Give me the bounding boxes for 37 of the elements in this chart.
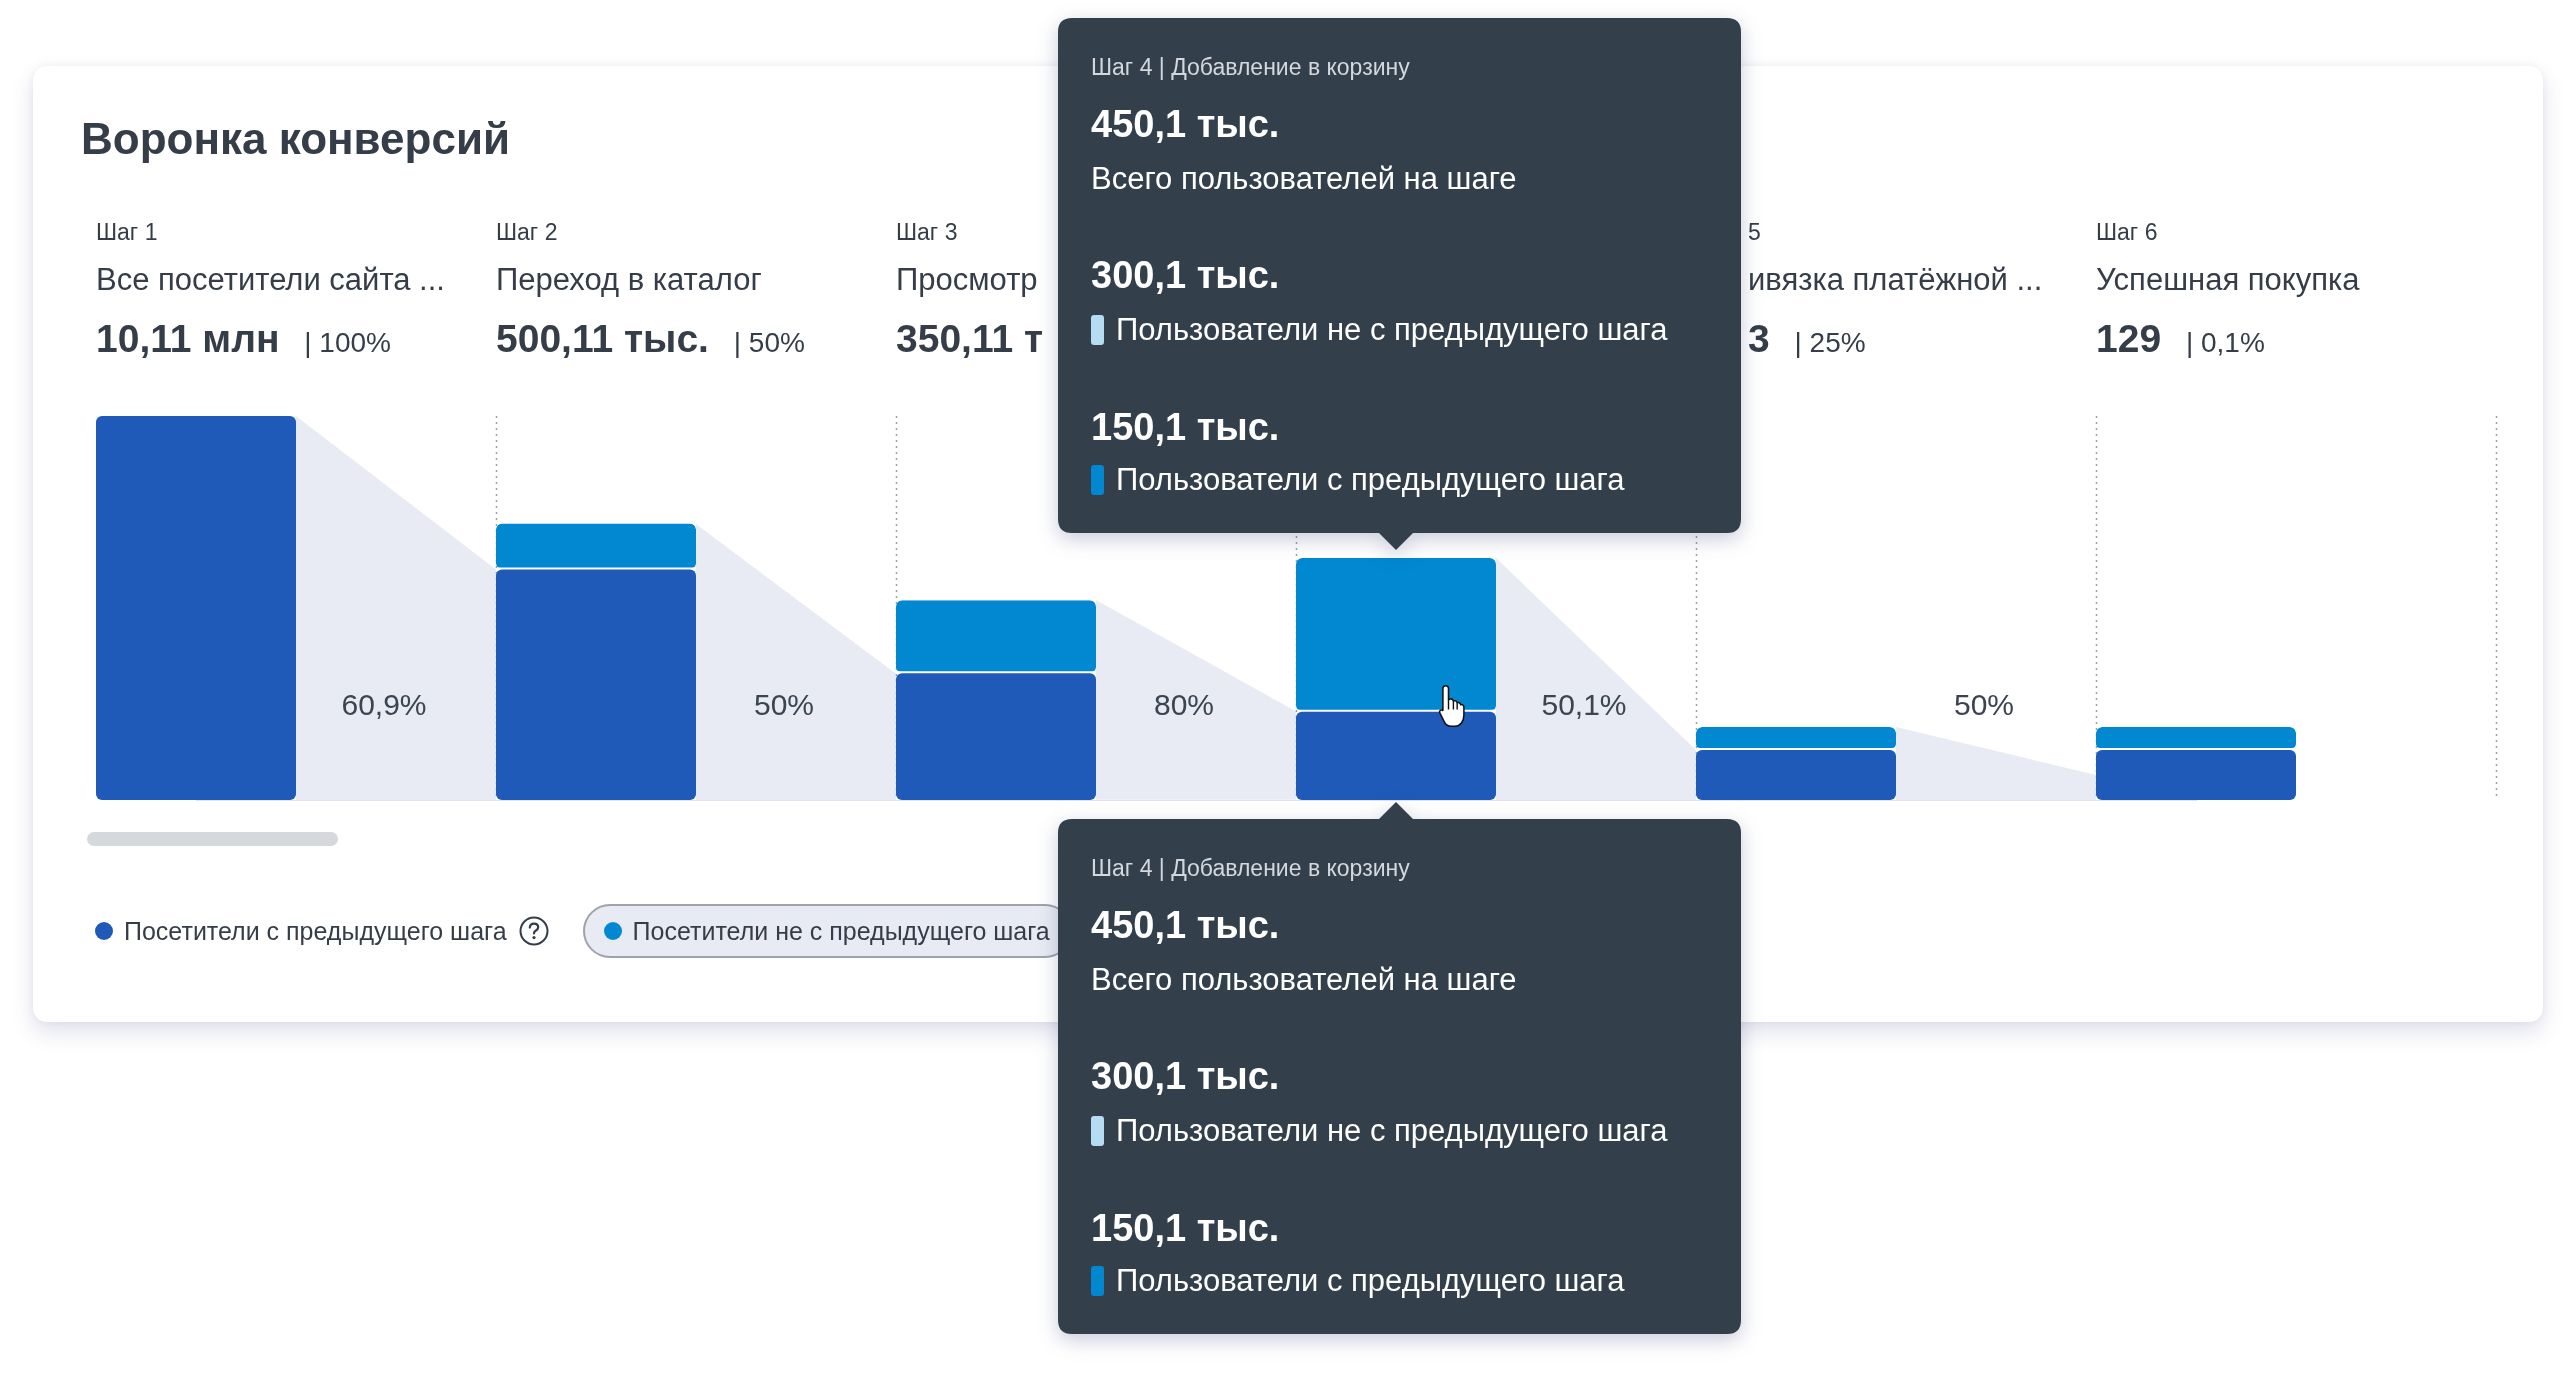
x-tick-label: Шаг 6: [2096, 218, 2158, 247]
text: ивязка платёжной ...: [1748, 261, 2043, 299]
annotation: 80%: [1153, 688, 1215, 722]
annotation: 150,1 тыс.: [1091, 405, 1280, 451]
text: 300,1 тыс.: [1091, 253, 1280, 299]
text: 10,11 млн | 100%: [96, 317, 391, 360]
text: Всего пользователей на шаге: [1091, 961, 1517, 999]
x-tick-label: Шаг 3: [896, 218, 958, 247]
annotation: 60,9%: [341, 688, 427, 722]
text: Переход в каталог: [496, 261, 762, 299]
text: Просмотр: [896, 261, 1038, 299]
text: 300,1 тыс.: [1091, 1054, 1280, 1099]
annotation: 50%: [1953, 688, 2015, 722]
text: Всего пользователей на шаге: [1091, 160, 1517, 199]
text: Пользователи с предыдущего шага: [1116, 1262, 1625, 1300]
x-tick-label: Шаг 1: [96, 218, 158, 247]
text: 450,1 тыс.: [1091, 102, 1280, 148]
chart-title: Воронка конверсий: [81, 113, 510, 165]
annotation: 50,1%: [1541, 688, 1627, 722]
text: Пользователи не с предыдущего шага: [1116, 1112, 1668, 1150]
x-tick-label: Шаг 2: [496, 218, 558, 247]
x-tick-label: 5: [1748, 218, 1761, 247]
text: Успешная покупка: [2096, 261, 2360, 299]
text: 3 | 25%: [1748, 317, 1866, 360]
text: Шаг 4 | Добавление в корзину: [1091, 53, 1410, 83]
text: Пользователи не с предыдущего шага: [1116, 311, 1668, 350]
legend-label: Посетители не с предыдущего шага: [632, 916, 1050, 946]
legend-label: Посетители с предыдущего шага: [124, 916, 507, 946]
annotation: Пользователи с предыдущего шага: [1116, 461, 1625, 500]
text: 500,11 тыс. | 50%: [496, 317, 805, 360]
text: 350,11 т: [896, 316, 1044, 362]
text: 129 | 0,1%: [2096, 317, 2265, 360]
text: Все посетители сайта ...: [96, 261, 445, 299]
annotation: 50%: [753, 688, 815, 722]
text: 150,1 тыс.: [1091, 1206, 1280, 1251]
text: Шаг 4 | Добавление в корзину: [1091, 854, 1410, 883]
text: 450,1 тыс.: [1091, 903, 1280, 948]
